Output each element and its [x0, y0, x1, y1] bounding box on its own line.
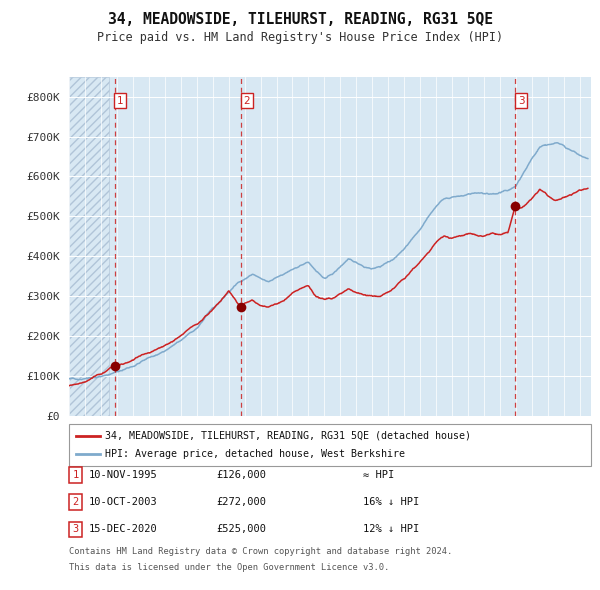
Text: Contains HM Land Registry data © Crown copyright and database right 2024.: Contains HM Land Registry data © Crown c… — [69, 548, 452, 556]
Text: 2023: 2023 — [548, 424, 557, 447]
Text: 34, MEADOWSIDE, TILEHURST, READING, RG31 5QE: 34, MEADOWSIDE, TILEHURST, READING, RG31… — [107, 12, 493, 27]
Text: 1998: 1998 — [149, 424, 158, 447]
Text: 2018: 2018 — [469, 424, 478, 447]
Text: 1: 1 — [117, 96, 124, 106]
Text: 2009: 2009 — [325, 424, 334, 447]
Text: 2019: 2019 — [485, 424, 494, 447]
Text: 2: 2 — [73, 497, 79, 507]
Text: 2005: 2005 — [262, 424, 271, 447]
Text: 2010: 2010 — [341, 424, 350, 447]
Text: 2025: 2025 — [581, 424, 590, 447]
Text: 10-NOV-1995: 10-NOV-1995 — [89, 470, 158, 480]
Text: 34, MEADOWSIDE, TILEHURST, READING, RG31 5QE (detached house): 34, MEADOWSIDE, TILEHURST, READING, RG31… — [105, 431, 471, 441]
Text: 2001: 2001 — [197, 424, 206, 447]
Text: 2020: 2020 — [501, 424, 510, 447]
Text: £272,000: £272,000 — [216, 497, 266, 507]
Text: 2008: 2008 — [309, 424, 318, 447]
Text: 3: 3 — [73, 525, 79, 534]
Text: 1994: 1994 — [86, 424, 95, 447]
Text: 2021: 2021 — [517, 424, 526, 447]
Text: £126,000: £126,000 — [216, 470, 266, 480]
Text: This data is licensed under the Open Government Licence v3.0.: This data is licensed under the Open Gov… — [69, 563, 389, 572]
Text: 2007: 2007 — [293, 424, 302, 447]
Text: 2016: 2016 — [437, 424, 446, 447]
Text: 2022: 2022 — [533, 424, 542, 447]
Text: 3: 3 — [518, 96, 524, 106]
Text: 16% ↓ HPI: 16% ↓ HPI — [363, 497, 419, 507]
Text: 15-DEC-2020: 15-DEC-2020 — [89, 525, 158, 534]
Text: 10-OCT-2003: 10-OCT-2003 — [89, 497, 158, 507]
Text: 2015: 2015 — [421, 424, 430, 447]
Text: 2013: 2013 — [389, 424, 398, 447]
Text: 1: 1 — [73, 470, 79, 480]
Text: 12% ↓ HPI: 12% ↓ HPI — [363, 525, 419, 534]
Text: 2002: 2002 — [214, 424, 223, 447]
Text: 2011: 2011 — [357, 424, 366, 447]
Text: 1997: 1997 — [134, 424, 143, 447]
Text: 2012: 2012 — [373, 424, 382, 447]
Text: 2024: 2024 — [565, 424, 574, 447]
Text: 2017: 2017 — [453, 424, 462, 447]
Text: 2006: 2006 — [277, 424, 286, 447]
Text: 1993: 1993 — [70, 424, 79, 447]
Text: ≈ HPI: ≈ HPI — [363, 470, 394, 480]
Text: 2004: 2004 — [245, 424, 254, 447]
Text: 2014: 2014 — [405, 424, 414, 447]
Text: 1995: 1995 — [102, 424, 111, 447]
Text: 1999: 1999 — [166, 424, 175, 447]
Text: HPI: Average price, detached house, West Berkshire: HPI: Average price, detached house, West… — [105, 449, 405, 459]
Text: Price paid vs. HM Land Registry's House Price Index (HPI): Price paid vs. HM Land Registry's House … — [97, 31, 503, 44]
Text: 2: 2 — [244, 96, 250, 106]
Text: £525,000: £525,000 — [216, 525, 266, 534]
Text: 2000: 2000 — [182, 424, 191, 447]
Text: 1996: 1996 — [118, 424, 127, 447]
Bar — [69, 77, 109, 416]
Text: 2003: 2003 — [229, 424, 238, 447]
